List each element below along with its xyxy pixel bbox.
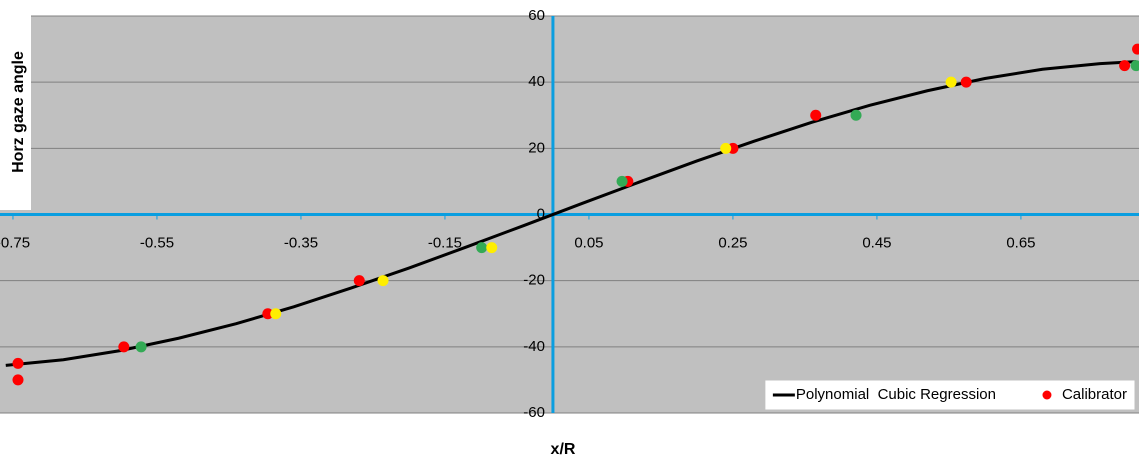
legend-box bbox=[764, 379, 1136, 411]
point bbox=[1132, 43, 1139, 55]
point bbox=[135, 341, 147, 353]
point bbox=[945, 76, 957, 88]
legend-label: Calibrator bbox=[1062, 386, 1127, 403]
point bbox=[616, 175, 628, 187]
x-axis-title: x/R bbox=[551, 441, 576, 458]
point bbox=[720, 142, 732, 154]
point bbox=[850, 109, 862, 121]
y-tick-label: -40 bbox=[523, 338, 545, 355]
x-tick-label: -0.15 bbox=[428, 234, 462, 251]
point bbox=[262, 308, 274, 320]
x-tick-label: -0.55 bbox=[140, 234, 174, 251]
y-tick-label: 0 bbox=[537, 205, 545, 222]
x-tick-label: -0.75 bbox=[0, 234, 30, 251]
x-tick-label: 0.25 bbox=[718, 234, 747, 251]
marks bbox=[5, 43, 1139, 386]
grid bbox=[0, 15, 1139, 414]
y-tick-label: -60 bbox=[523, 404, 545, 421]
y-tick-label: -20 bbox=[523, 272, 545, 289]
legend-item: Polynomial Cubic Regression bbox=[772, 386, 996, 403]
legend-item: Calibrator bbox=[1042, 386, 1127, 403]
point bbox=[960, 76, 972, 88]
y-tick-label: 60 bbox=[528, 7, 545, 24]
point bbox=[118, 341, 130, 353]
point bbox=[377, 275, 389, 287]
y-tick-label: 20 bbox=[528, 139, 545, 156]
x-tick-label: -0.35 bbox=[284, 234, 318, 251]
y-label-box bbox=[0, 14, 31, 210]
point bbox=[12, 357, 24, 369]
point bbox=[810, 109, 822, 121]
point bbox=[12, 374, 24, 386]
legend: Polynomial Cubic Regression Calibrator bbox=[764, 379, 1136, 411]
point bbox=[476, 242, 488, 254]
legend-label: Polynomial Cubic Regression bbox=[796, 386, 996, 403]
x-tick-label: 0.65 bbox=[1006, 234, 1035, 251]
legend-swatch bbox=[1042, 390, 1052, 400]
y-axis-title: Horz gaze angle bbox=[10, 51, 27, 173]
point bbox=[1130, 60, 1139, 72]
x-tick-label: 0.05 bbox=[574, 234, 603, 251]
point bbox=[270, 308, 282, 320]
point bbox=[353, 275, 365, 287]
x-tick-label: 0.45 bbox=[862, 234, 891, 251]
point bbox=[486, 242, 498, 254]
point bbox=[1119, 60, 1131, 72]
y-tick-label: 40 bbox=[528, 73, 545, 90]
